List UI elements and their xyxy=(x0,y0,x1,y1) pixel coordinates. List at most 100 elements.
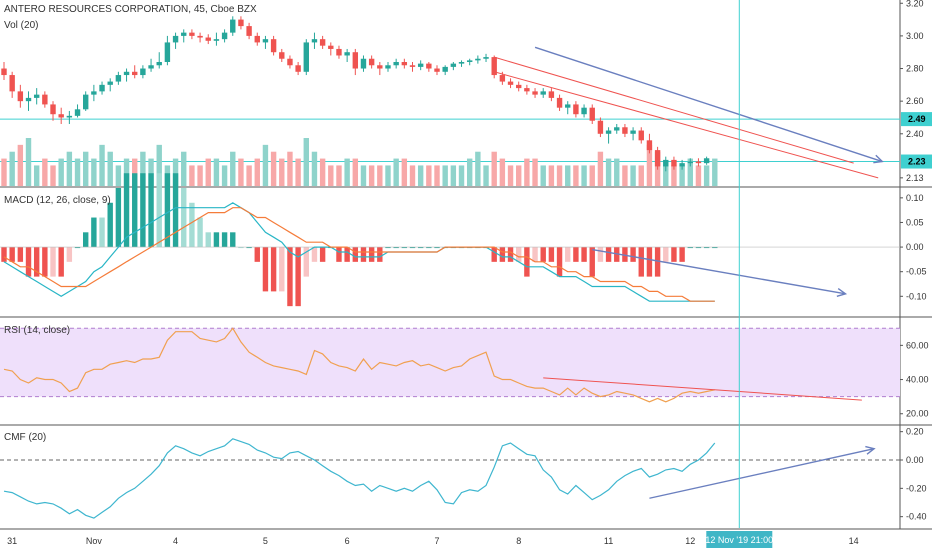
candle-body xyxy=(663,159,669,167)
volume-bar xyxy=(409,165,416,186)
macd-histogram-bar xyxy=(123,173,130,248)
volume-bar xyxy=(679,165,685,186)
time-axis[interactable]: 31Nov4567811121314151812 Nov '19 21:00 xyxy=(7,531,932,548)
price-axis[interactable]: 3.20 3.00 2.80 2.60 2.40 2.13 0.10 0.05 0.00 -0.0… xyxy=(900,0,932,522)
price-pane-title: ANTERO RESOURCES CORPORATION, 45, Cboe B… xyxy=(4,4,257,15)
axis-tick-label: 2.80 xyxy=(906,64,924,74)
macd-histogram-bar xyxy=(532,247,538,262)
volume-bar xyxy=(140,151,146,186)
candle-body xyxy=(385,65,391,69)
macd-histogram-bar xyxy=(9,247,15,262)
volume-bar xyxy=(50,165,56,186)
candle-body xyxy=(230,19,236,33)
candle-body xyxy=(148,65,154,69)
candle-body xyxy=(17,91,24,102)
cmf-trend-arrow-head xyxy=(865,445,876,455)
rsi-band-fill xyxy=(0,328,900,397)
volume-bar xyxy=(565,165,571,186)
macd-histogram-bar xyxy=(671,247,677,262)
volume-bar xyxy=(352,158,359,186)
macd-histogram-bar xyxy=(540,247,546,262)
volume-bar xyxy=(319,158,326,186)
volume-bar xyxy=(25,138,32,186)
pane-frames xyxy=(0,0,932,530)
candle-body xyxy=(475,58,481,61)
macd-histogram-bar xyxy=(679,247,685,262)
candle-body xyxy=(172,35,179,43)
candle-body xyxy=(303,42,309,72)
volume-bars xyxy=(1,138,718,186)
macd-trend-arrow-head xyxy=(836,288,848,297)
price-candles[interactable] xyxy=(1,16,710,172)
time-axis-label: 12 xyxy=(685,536,695,546)
macd-histogram-bar xyxy=(385,247,391,249)
volume-bar xyxy=(172,158,179,186)
macd-histogram-bar xyxy=(74,247,81,249)
axis-tick-label: 0.10 xyxy=(906,193,924,203)
volume-bar xyxy=(230,151,236,186)
volume-bar xyxy=(548,165,555,186)
macd-histogram-bar xyxy=(295,247,301,307)
level-price-tag-text: 2.49 xyxy=(908,114,926,124)
candle-body xyxy=(319,39,326,46)
macd-histogram-bar xyxy=(221,232,228,248)
macd-histogram-bar xyxy=(262,247,269,292)
rsi-trend-line xyxy=(543,377,862,401)
macd-histogram-bar xyxy=(377,247,383,262)
macd-histogram-bar xyxy=(50,247,56,277)
axis-tick-label: -0.20 xyxy=(906,483,927,493)
candle-body xyxy=(671,159,677,167)
axis-tick-label: 0.20 xyxy=(906,427,924,437)
volume-bar xyxy=(303,138,309,186)
macd-histogram-bar xyxy=(565,247,571,262)
candle-body xyxy=(66,115,73,118)
macd-histogram-bar xyxy=(516,247,522,262)
volume-bar xyxy=(483,165,489,186)
macd-histogram-bar xyxy=(663,247,669,262)
volume-bar xyxy=(66,151,73,186)
candle-body xyxy=(654,150,661,167)
macd-histogram xyxy=(0,173,900,307)
candle-body xyxy=(695,161,702,164)
candle-body xyxy=(532,91,538,95)
volume-bar xyxy=(377,165,383,186)
macd-histogram-bar xyxy=(630,247,636,262)
volume-bar xyxy=(630,165,636,186)
candle-body xyxy=(58,114,64,118)
candle-body xyxy=(1,68,7,76)
volume-bar xyxy=(156,144,162,186)
candle-body xyxy=(262,39,269,43)
volume-bar xyxy=(442,165,448,186)
last-price-tag xyxy=(901,154,932,169)
macd-histogram-bar xyxy=(605,247,612,262)
macd-histogram-bar xyxy=(417,247,424,249)
candle-body xyxy=(401,62,408,66)
candle-body xyxy=(499,75,506,82)
volume-bar xyxy=(42,158,48,186)
volume-bar xyxy=(83,151,89,186)
volume-bar xyxy=(189,165,195,186)
indicator-lines xyxy=(3,202,716,519)
macd-histogram-bar xyxy=(401,247,408,249)
volume-bar xyxy=(687,158,693,186)
volume-bar xyxy=(589,165,595,186)
volume-bar xyxy=(328,165,334,186)
cmf-line xyxy=(3,438,716,519)
candle-body xyxy=(434,68,440,72)
trend-drawings[interactable] xyxy=(494,46,884,499)
candle-body xyxy=(556,97,563,108)
macd-histogram-bar xyxy=(434,247,440,249)
candle-body xyxy=(679,163,685,167)
candle-body xyxy=(238,19,244,27)
volume-bar xyxy=(450,165,457,186)
candle-body xyxy=(181,32,187,36)
volume-bar xyxy=(671,165,677,186)
candle-body xyxy=(205,37,211,41)
volume-bar xyxy=(434,165,440,186)
macd-line xyxy=(3,202,715,302)
candle-body xyxy=(254,35,260,43)
volume-bar xyxy=(9,151,15,186)
candle-body xyxy=(99,84,105,92)
macd-pane-title: MACD (12, 26, close, 9) xyxy=(4,195,111,206)
